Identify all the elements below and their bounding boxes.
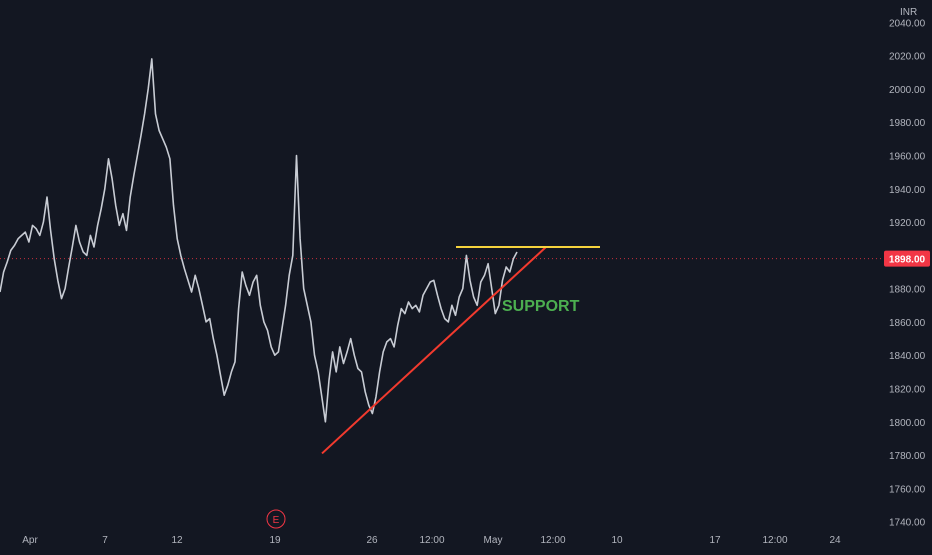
y-tick-label: 2000.00 <box>889 85 926 96</box>
y-tick-label: 1820.00 <box>889 385 926 396</box>
y-tick-label: 1780.00 <box>889 451 926 462</box>
support-trendline[interactable] <box>321 246 547 455</box>
y-tick-label: 1920.00 <box>889 218 926 229</box>
y-tick-label: 1740.00 <box>889 518 926 529</box>
y-tick-label: 1840.00 <box>889 351 926 362</box>
x-axis[interactable]: Apr 7 12 19 26 12:00 May 12:00 10 17 12:00 24 <box>22 535 841 546</box>
y-tick-label: 1980.00 <box>889 118 926 129</box>
y-tick-label: 2040.00 <box>889 18 926 29</box>
x-tick-label: 7 <box>102 535 108 546</box>
y-tick-label: 1760.00 <box>889 484 926 495</box>
x-tick-label: 24 <box>829 535 841 546</box>
last-price-badge-bg <box>884 250 930 267</box>
drawings-layer[interactable] <box>321 246 600 455</box>
x-tick-label: 10 <box>611 535 623 546</box>
x-tick-label: 12:00 <box>540 535 565 546</box>
event-marker-circle <box>266 509 286 529</box>
y-tick-label: 1860.00 <box>889 318 926 329</box>
y-tick-label: 1880.00 <box>889 285 926 296</box>
x-tick-label: May <box>484 535 503 546</box>
y-tick-label: 1800.00 <box>889 418 926 429</box>
event-marker-label: E <box>273 515 280 526</box>
x-tick-label: 26 <box>366 535 378 546</box>
price-series-line[interactable] <box>0 58 518 423</box>
x-tick-label: 19 <box>269 535 281 546</box>
x-tick-label: 12 <box>171 535 183 546</box>
y-tick-label: 1960.00 <box>889 151 926 162</box>
x-tick-label: 17 <box>709 535 721 546</box>
support-annotation[interactable]: SUPPORT <box>502 298 580 315</box>
earnings-event-marker[interactable]: E <box>266 509 286 529</box>
last-price-badge[interactable]: 1898.00 <box>884 250 930 267</box>
x-tick-label: 12:00 <box>762 535 787 546</box>
plot-area[interactable] <box>0 58 884 423</box>
currency-label: INR <box>900 7 917 18</box>
last-price-value: 1898.00 <box>889 255 926 266</box>
x-tick-label: Apr <box>22 535 38 546</box>
y-tick-label: 2020.00 <box>889 52 926 63</box>
x-tick-label: 12:00 <box>419 535 444 546</box>
y-tick-label: 1940.00 <box>889 185 926 196</box>
